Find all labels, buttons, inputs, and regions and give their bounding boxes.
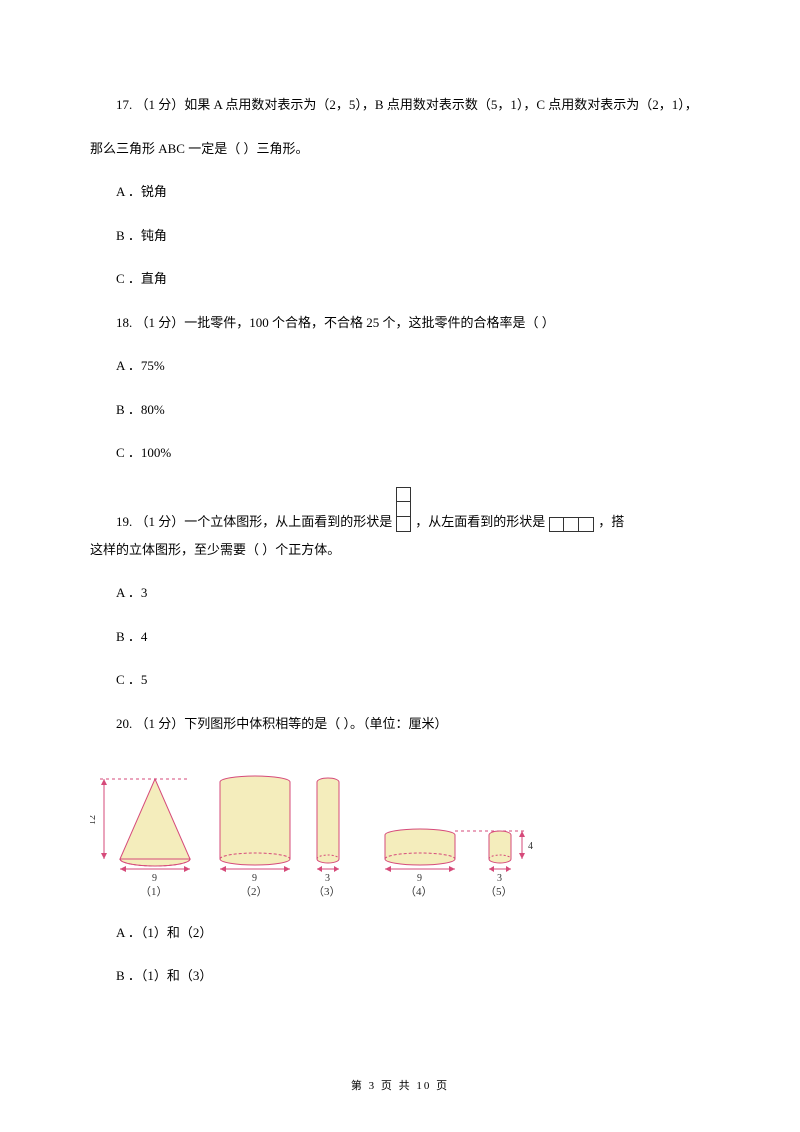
q17-line1: 17. （1 分）如果 A 点用数对表示为（2，5），B 点用数对表示数（5，1… — [90, 95, 710, 115]
top-view-icon — [396, 487, 411, 532]
svg-text:9: 9 — [152, 873, 157, 884]
q19-post: ，搭 — [598, 512, 624, 532]
q19-text: 19. （1 分）一个立体图形，从上面看到的形状是 ，从左面看到的形状是 ，搭 … — [90, 487, 710, 560]
q20-option-a: A ．（1）和（2） — [90, 923, 710, 943]
h-label-2: 4 — [528, 841, 533, 852]
q17-line2: 那么三角形 ABC 一定是（ ）三角形。 — [90, 139, 710, 159]
svg-text:9: 9 — [417, 873, 422, 884]
q20-option-b: B ．（1）和（3） — [90, 966, 710, 986]
q19-line2: 这样的立体图形，至少需要（ ）个正方体。 — [90, 540, 710, 560]
svg-text:（3）: （3） — [313, 885, 341, 898]
q18-text: 18. （1 分）一批零件，100 个合格，不合格 25 个，这批零件的合格率是… — [90, 313, 710, 333]
h-label-1: 12 — [90, 815, 98, 825]
shape-2: 9 （2） — [220, 776, 290, 898]
q19-option-a: A ．3 — [90, 583, 710, 603]
svg-text:9: 9 — [252, 873, 257, 884]
shapes-diagram: 12 9 （1） 9 （2） 3 （3） — [90, 769, 570, 899]
svg-text:3: 3 — [325, 873, 330, 884]
q17-option-c: C ．直角 — [90, 269, 710, 289]
q20-text: 20. （1 分）下列图形中体积相等的是（ ）。（单位：厘米） — [90, 714, 710, 734]
q19-option-b: B ．4 — [90, 627, 710, 647]
svg-text:（4）: （4） — [405, 885, 433, 898]
q19-pre: 19. （1 分）一个立体图形，从上面看到的形状是 — [116, 512, 392, 532]
page-footer: 第 3 页 共 10 页 — [0, 1078, 800, 1095]
q19-mid: ，从左面看到的形状是 — [415, 512, 545, 532]
shape-4: 9 （4） — [385, 829, 455, 898]
shape-3: 3 （3） — [313, 778, 341, 898]
q17-option-b: B ．钝角 — [90, 226, 710, 246]
shape-5: 3 （5） — [485, 831, 513, 898]
svg-text:（2）: （2） — [240, 885, 268, 898]
svg-text:3: 3 — [497, 873, 502, 884]
left-view-icon — [549, 517, 594, 532]
q18-option-c: C ．100% — [90, 443, 710, 463]
q18-option-b: B ．80% — [90, 400, 710, 420]
q18-option-a: A ．75% — [90, 356, 710, 376]
shape-1: 9 （1） — [120, 779, 190, 898]
q19-option-c: C ．5 — [90, 670, 710, 690]
q17-option-a: A ．锐角 — [90, 182, 710, 202]
svg-text:（1）: （1） — [140, 885, 168, 898]
svg-text:（5）: （5） — [485, 885, 513, 898]
